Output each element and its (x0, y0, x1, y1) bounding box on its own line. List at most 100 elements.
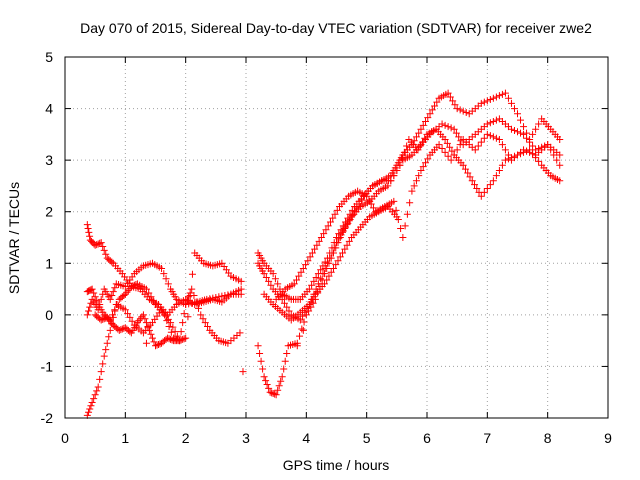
data-point-plus (495, 136, 503, 144)
data-point-plus (99, 243, 107, 251)
data-point-plus (455, 133, 463, 141)
data-point-plus (323, 264, 331, 272)
data-point-plus (433, 98, 441, 106)
data-point-plus (412, 133, 420, 141)
data-point-plus (332, 244, 340, 252)
data-point-plus (544, 141, 552, 149)
y-axis-label: SDTVAR / TECUs (6, 182, 22, 294)
data-point-plus (345, 237, 353, 245)
x-tick-label: 3 (242, 430, 250, 446)
data-point-plus (313, 241, 321, 249)
data-point-plus (327, 254, 335, 262)
data-point-plus (480, 188, 488, 196)
data-point-plus (100, 246, 108, 254)
data-point-plus (369, 204, 377, 212)
data-point-plus (471, 146, 479, 154)
y-tick-label: 2 (45, 204, 53, 220)
y-tick-label: 0 (45, 307, 53, 323)
data-point-plus (517, 129, 525, 137)
data-point-plus (419, 163, 427, 171)
data-point-plus (147, 293, 155, 301)
data-point-plus (435, 141, 443, 149)
data-point-plus (339, 249, 347, 257)
data-point-plus (85, 228, 93, 236)
data-point-plus (274, 280, 282, 288)
data-point-plus (103, 339, 111, 347)
data-point-plus (93, 241, 101, 249)
data-point-plus (153, 341, 161, 349)
data-point-plus (272, 391, 280, 399)
data-point-plus (341, 224, 349, 232)
data-point-plus (504, 151, 512, 159)
x-tick-label: 8 (544, 430, 552, 446)
data-point-plus (180, 335, 188, 343)
data-point-plus (218, 292, 226, 300)
data-point-plus (526, 148, 534, 156)
data-point-plus (489, 94, 497, 102)
data-point-plus (259, 365, 267, 373)
data-point-plus (91, 293, 99, 301)
data-point-plus (438, 120, 446, 128)
data-point-plus (179, 319, 187, 327)
data-point-plus (495, 166, 503, 174)
data-point-plus (94, 383, 102, 391)
data-point-plus (299, 264, 307, 272)
data-point-plus (418, 138, 426, 146)
data-point-plus (348, 212, 356, 220)
data-point-plus (317, 234, 325, 241)
data-point-plus (341, 245, 349, 253)
data-point-plus (224, 291, 232, 299)
data-point-plus (553, 156, 561, 164)
x-tick-label: 7 (483, 430, 491, 446)
data-point-plus (408, 187, 416, 195)
data-point-plus (343, 241, 351, 249)
data-point-plus (124, 286, 132, 294)
data-point-plus (492, 93, 500, 101)
data-point-plus (345, 217, 353, 225)
data-point-plus (326, 218, 334, 226)
data-point-plus (477, 192, 485, 200)
data-point-plus (91, 391, 99, 399)
data-point-plus (302, 311, 310, 319)
data-point-plus (188, 299, 196, 307)
data-point-plus (155, 341, 163, 349)
data-point-plus (431, 102, 439, 110)
data-point-plus (215, 293, 223, 301)
data-point-plus (365, 196, 373, 204)
data-point-plus (177, 328, 185, 336)
y-axis-tick-labels: -2 -1 0 1 2 3 4 5 (41, 49, 54, 426)
data-point-plus (320, 280, 328, 288)
data-point-plus (269, 270, 277, 278)
data-point-plus (514, 128, 521, 136)
data-point-plus (317, 275, 325, 283)
data-point-plus (477, 99, 485, 107)
data-point-plus (85, 408, 93, 416)
data-point-plus (501, 156, 509, 164)
data-point-plus (97, 239, 105, 247)
data-point-plus (384, 182, 392, 190)
chart-title: Day 070 of 2015, Sidereal Day-to-day VTE… (80, 20, 592, 36)
data-point-plus (474, 142, 482, 150)
data-point-plus (132, 281, 140, 289)
data-point-plus (400, 148, 408, 156)
data-point-plus (102, 250, 110, 258)
data-point-plus (446, 143, 454, 151)
data-point-plus (97, 295, 105, 303)
data-point-plus (139, 311, 147, 319)
data-point-plus (550, 151, 558, 159)
data-point-plus (83, 221, 91, 229)
data-point-plus (305, 285, 313, 293)
data-point-plus (556, 151, 564, 159)
data-point-plus (498, 141, 506, 149)
data-point-plus (406, 199, 414, 207)
data-point-plus (109, 288, 117, 296)
data-point-plus (456, 106, 464, 114)
y-tick-label: 3 (45, 152, 53, 168)
data-point-plus (265, 384, 273, 392)
x-tick-label: 6 (423, 430, 431, 446)
data-point-plus (367, 200, 375, 208)
data-point-plus (144, 322, 152, 330)
data-point-plus (322, 226, 330, 234)
data-point-plus (280, 365, 288, 373)
